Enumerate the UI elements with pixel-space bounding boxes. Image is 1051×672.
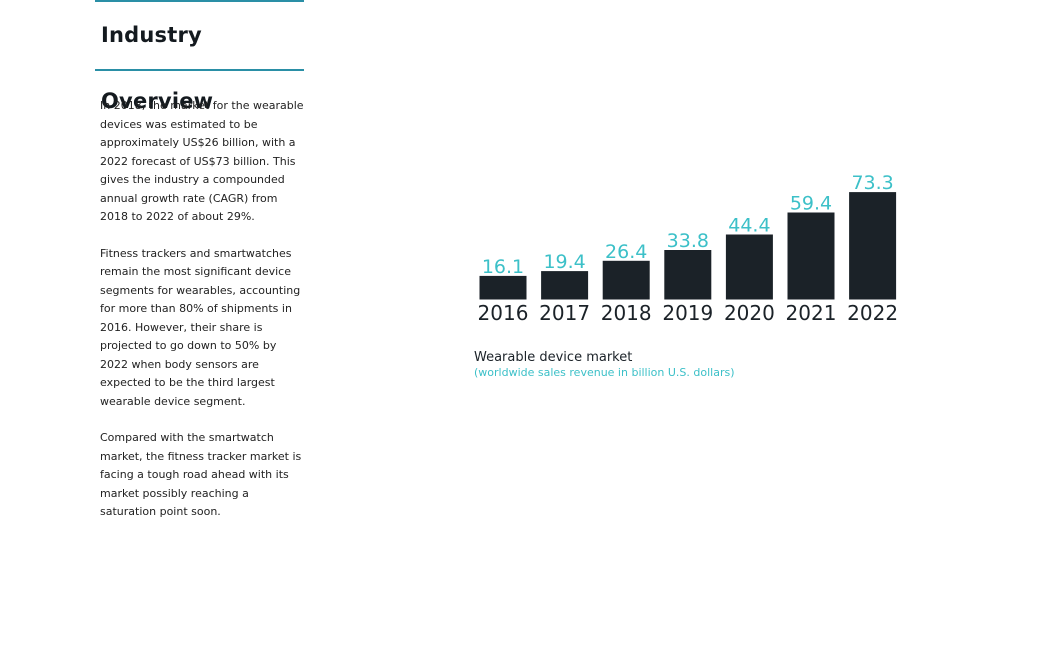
value-label-2019: 33.8 xyxy=(667,230,709,252)
bar-2018 xyxy=(602,260,650,300)
paragraph-market-size: In 2018, the market for the wearable dev… xyxy=(100,99,304,223)
bar-2017 xyxy=(541,271,589,300)
overview-text: In 2018, the market for the wearable dev… xyxy=(95,71,304,522)
category-label-2017: 2017 xyxy=(539,301,590,325)
bar-2016 xyxy=(479,275,527,300)
category-label-2020: 2020 xyxy=(724,301,775,325)
top-rule xyxy=(95,0,304,2)
paragraph-fitness-tracker: Compared with the smartwatch market, the… xyxy=(100,431,302,518)
chart-caption: Wearable device market (worldwide sales … xyxy=(474,349,735,380)
value-label-2020: 44.4 xyxy=(728,215,770,237)
title-underline xyxy=(95,69,304,71)
value-label-2021: 59.4 xyxy=(790,193,832,215)
category-label-2022: 2022 xyxy=(847,301,898,325)
paragraph-device-segments: Fitness trackers and smartwatches remain… xyxy=(100,246,301,408)
value-label-2016: 16.1 xyxy=(482,256,524,278)
chart-title: Wearable device market xyxy=(474,350,633,365)
chart-subtitle: (worldwide sales revenue in billion U.S.… xyxy=(474,366,735,379)
bar-2019 xyxy=(664,250,712,300)
section-title: Industry Overview xyxy=(101,23,214,113)
category-label-2016: 2016 xyxy=(478,301,529,325)
industry-overview-panel: Industry Overview In 2018, the market fo… xyxy=(95,0,304,540)
value-label-2017: 19.4 xyxy=(543,251,585,273)
bar-2022 xyxy=(849,192,897,300)
category-label-2019: 2019 xyxy=(662,301,713,325)
category-label-2021: 2021 xyxy=(786,301,837,325)
value-label-2022: 73.3 xyxy=(851,172,893,194)
value-label-2018: 26.4 xyxy=(605,241,647,263)
bar-2021 xyxy=(787,212,835,300)
bar-2020 xyxy=(725,234,773,300)
category-label-2018: 2018 xyxy=(601,301,652,325)
